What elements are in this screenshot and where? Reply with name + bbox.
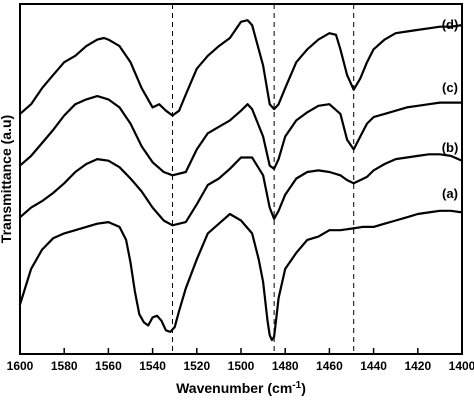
x-axis-label-superscript: -1: [292, 380, 301, 391]
series-label: (a): [442, 186, 458, 201]
x-tick-label: 1580: [51, 359, 78, 373]
x-tick-label: 1460: [316, 359, 343, 373]
x-tick-label: 1440: [360, 359, 387, 373]
x-axis-label: Wavenumber (cm-1): [176, 380, 306, 397]
x-tick-label: 1560: [95, 359, 122, 373]
x-tick-label: 1500: [228, 359, 255, 373]
x-axis-ticks: 1600 1580 1560 1540 1520 1500 1480 1460 1440 1420…: [7, 348, 474, 373]
y-axis-label: Transmittance (a.u): [0, 115, 14, 243]
x-axis-label-close: ): [301, 380, 306, 396]
x-tick-label: 1420: [404, 359, 431, 373]
series-group: [18, 19, 464, 342]
series-label: (b): [442, 140, 459, 155]
series-line: [18, 153, 464, 227]
x-tick-label: 1600: [7, 359, 34, 373]
series-line: [18, 19, 464, 117]
series-line: [18, 209, 464, 342]
reference-lines: [171, 4, 355, 354]
x-tick-label: 1540: [139, 359, 166, 373]
series-label: (c): [442, 80, 458, 95]
x-axis-label-text: Wavenumber (cm: [176, 380, 292, 396]
x-tick-label: 1480: [272, 359, 299, 373]
series-line: [18, 95, 464, 177]
x-tick-label: 1400: [449, 359, 474, 373]
series-label: (d): [442, 17, 459, 32]
x-tick-label: 1520: [183, 359, 210, 373]
series-labels: (a) (b) (c) (d): [442, 17, 459, 201]
plot-frame: [19, 3, 463, 355]
